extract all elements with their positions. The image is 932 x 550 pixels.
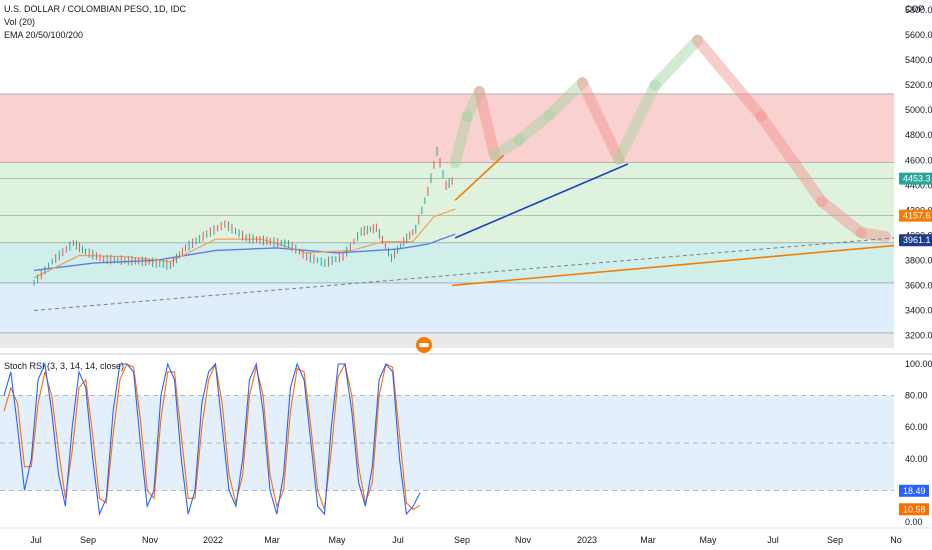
- price-tick-label: 5400.0: [905, 55, 932, 65]
- trendlines: [33, 154, 910, 311]
- time-tick-label: Mar: [264, 535, 280, 545]
- projection-down-leg: [473, 85, 501, 161]
- projection-path: [449, 34, 891, 243]
- rsi-tick-label: 0.00: [905, 517, 923, 527]
- time-tick-label: No: [890, 535, 902, 545]
- rsi-tick-label: 80.00: [905, 391, 928, 401]
- time-tick-label: Sep: [454, 535, 470, 545]
- price-tag-bg: [899, 172, 932, 185]
- price-tick-label: 5800.0: [905, 5, 932, 15]
- projection-down-leg: [855, 227, 891, 243]
- price-tag-bg: [899, 234, 932, 247]
- price-tick-label: 3600.0: [905, 280, 932, 290]
- price-tick-label: 3200.0: [905, 330, 932, 340]
- price-tick-label: 4400.0: [905, 180, 932, 190]
- time-tick-label: May: [328, 535, 346, 545]
- projection-up-leg: [489, 134, 525, 161]
- time-tick-label: Sep: [827, 535, 843, 545]
- time-tick-label: May: [699, 535, 717, 545]
- projection-down-leg: [576, 77, 625, 165]
- projection-down-leg: [816, 196, 867, 239]
- rsi-tag-bg: [899, 503, 929, 516]
- currency-label: COP: [905, 4, 925, 14]
- price-tag-label: 4157.6: [903, 211, 931, 221]
- stoch-rsi-k-line: [3, 361, 421, 517]
- trendline-orange: [452, 243, 910, 287]
- price-tick-label: 3400.0: [905, 305, 932, 315]
- price-tick-label: 4600.0: [905, 155, 932, 165]
- time-tick-label: Sep: [80, 535, 96, 545]
- time-tick-label: Jul: [392, 535, 404, 545]
- price-tag-label: 4453.3: [903, 174, 931, 184]
- time-tick-label: Mar: [640, 535, 656, 545]
- stoch-rsi-tags: 18.49 10.58: [899, 484, 929, 516]
- projection-down-leg: [755, 110, 828, 208]
- rsi-tag-bg: [899, 484, 929, 497]
- zone-gray: [0, 332, 894, 348]
- stoch-rsi-d-line: [3, 362, 421, 511]
- time-axis[interactable]: Jul Sep Nov 2022 Mar May Jul Sep Nov 2023 Mar May Ju…: [0, 527, 932, 545]
- price-series: [33, 146, 453, 286]
- rsi-tick-label: 40.00: [905, 454, 928, 464]
- projection-up-leg: [449, 110, 473, 169]
- ema-legend[interactable]: EMA 20/50/100/200: [4, 30, 84, 40]
- zone-red: [0, 93, 894, 163]
- price-level-lines: [0, 93, 894, 334]
- projection-up-leg: [613, 79, 661, 165]
- price-tags: 4453.3 4157.6 3961.1: [899, 172, 932, 247]
- rsi-tick-label: 100.00: [905, 359, 932, 369]
- rsi-tag-label: 10.58: [903, 504, 926, 514]
- time-tick-label: Nov: [515, 535, 532, 545]
- time-tick-label: Jul: [767, 535, 779, 545]
- projection-down-leg: [692, 34, 767, 122]
- tradingview-logo[interactable]: [416, 337, 432, 353]
- stoch-rsi-legend[interactable]: Stoch RSI (3, 3, 14, 14, close): [4, 361, 125, 371]
- stoch-rsi-lines: [3, 361, 421, 517]
- rsi-axis-bg: [894, 356, 932, 528]
- price-tick-label: 5200.0: [905, 80, 932, 90]
- price-tick-label: 5000.0: [905, 105, 932, 115]
- projection-up-leg: [543, 77, 588, 121]
- price-tick-label: 3800.0: [905, 255, 932, 265]
- time-tick-label: 2023: [577, 535, 597, 545]
- ema-slow-line: [33, 233, 456, 272]
- trendline-blue: [454, 163, 629, 239]
- projection-up-leg: [649, 34, 704, 91]
- zone-green: [0, 162, 894, 243]
- rsi-tick-label: 60.00: [905, 422, 928, 432]
- stoch-rsi-background: [0, 395, 894, 491]
- price-tick-label: 4800.0: [905, 130, 932, 140]
- rsi-tag-label: 18.49: [903, 486, 926, 496]
- time-tick-label: Jul: [30, 535, 42, 545]
- logo-mark: [419, 343, 429, 347]
- projection-up-leg: [461, 85, 485, 122]
- trendline-orange: [454, 154, 505, 201]
- time-tick-label: Nov: [142, 535, 159, 545]
- zone-blue: [0, 282, 894, 333]
- volume-legend[interactable]: Vol (20): [4, 17, 36, 27]
- price-tag-bg: [899, 209, 932, 222]
- time-tick-label: 2022: [203, 535, 223, 545]
- support-resistance-zones: [0, 93, 894, 348]
- projection-up-leg: [513, 109, 555, 146]
- symbol-legend[interactable]: U.S. DOLLAR / COLOMBIAN PESO, 1D, IDC: [4, 4, 187, 14]
- price-tag-label: 3961.1: [903, 235, 931, 245]
- price-tick-label: 5600.0: [905, 30, 932, 40]
